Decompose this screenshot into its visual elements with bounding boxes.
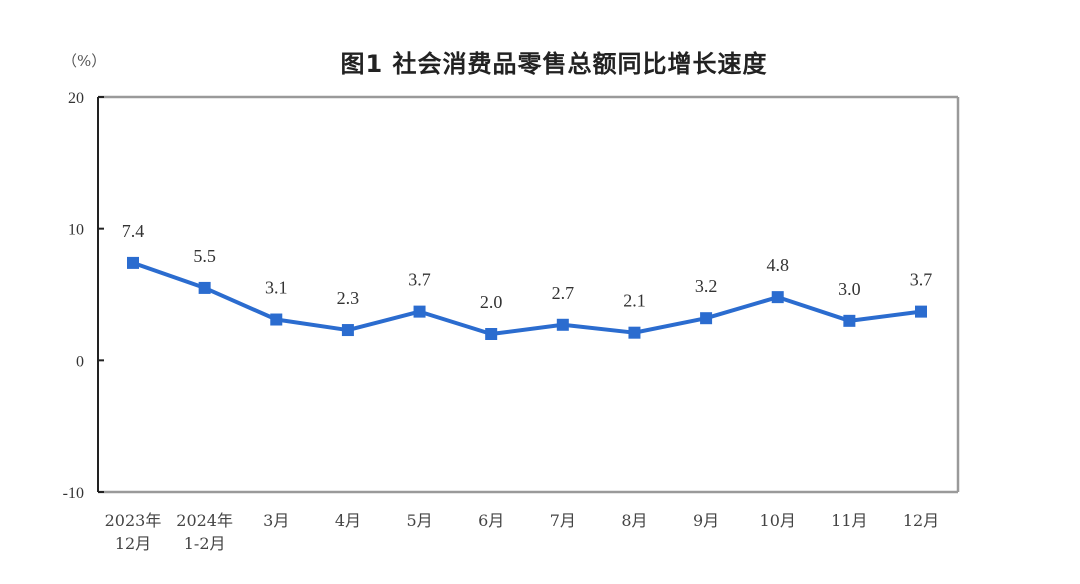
x-tick-label: 1-2月 [184, 534, 226, 553]
data-label: 4.8 [766, 255, 789, 275]
data-label: 5.5 [193, 246, 216, 266]
data-point-marker [771, 291, 784, 304]
y-tick-label: 20 [68, 90, 84, 107]
y-tick-label: 10 [68, 222, 84, 239]
x-axis: 2023年 12月 2024年 1-2月 3月 4月 5月 6月 7月 8月 9月 10月 11月 12月 [105, 511, 940, 553]
x-tick-label: 11月 [831, 511, 867, 530]
x-tick-label: 12月 [115, 534, 151, 553]
data-label: 3.7 [408, 270, 431, 290]
data-label: 2.3 [337, 288, 360, 308]
x-tick-label: 9月 [693, 511, 719, 530]
y-axis: 20 10 0 -10 [63, 90, 104, 502]
data-point-marker [270, 313, 283, 326]
data-label: 2.0 [480, 292, 503, 312]
data-point-marker [485, 328, 498, 340]
series-line [132, 261, 922, 336]
y-tick-label: -10 [63, 485, 84, 502]
data-point-marker [843, 314, 856, 327]
data-label: 3.2 [695, 276, 718, 296]
data-point-marker [915, 305, 927, 318]
data-series: 7.4 5.5 3.1 2.3 3.7 2.0 2.7 2.1 3.2 4.8 3.0 3.7 [122, 221, 933, 340]
data-label: 2.7 [552, 283, 575, 303]
x-tick-label: 10月 [760, 511, 796, 530]
x-tick-label: 8月 [621, 511, 647, 530]
data-point-marker [198, 281, 211, 294]
data-point-marker [413, 305, 426, 318]
data-point-marker [700, 312, 713, 325]
data-point-marker [556, 318, 569, 331]
x-tick-label: 6月 [478, 511, 504, 530]
plot-frame [97, 95, 960, 494]
x-tick-label: 3月 [263, 511, 289, 530]
data-point-marker [127, 256, 139, 269]
data-point-marker [628, 326, 641, 339]
y-tick-label: 0 [76, 353, 84, 370]
x-tick-label: 4月 [335, 511, 361, 530]
data-label: 3.7 [910, 270, 933, 290]
x-tick-label: 12月 [903, 511, 939, 530]
chart-title: 图1 社会消费品零售总额同比增长速度 [340, 50, 768, 78]
x-tick-label: 2024年 [176, 511, 233, 530]
x-tick-label: 2023年 [105, 511, 162, 530]
data-label: 3.0 [838, 279, 861, 299]
data-label: 7.4 [122, 221, 145, 241]
x-tick-label: 5月 [406, 511, 432, 530]
y-axis-unit-label: （%） [62, 52, 107, 70]
data-label: 2.1 [623, 291, 646, 311]
data-point-marker [341, 324, 354, 337]
x-tick-label: 7月 [550, 511, 576, 530]
data-label: 3.1 [265, 278, 288, 298]
